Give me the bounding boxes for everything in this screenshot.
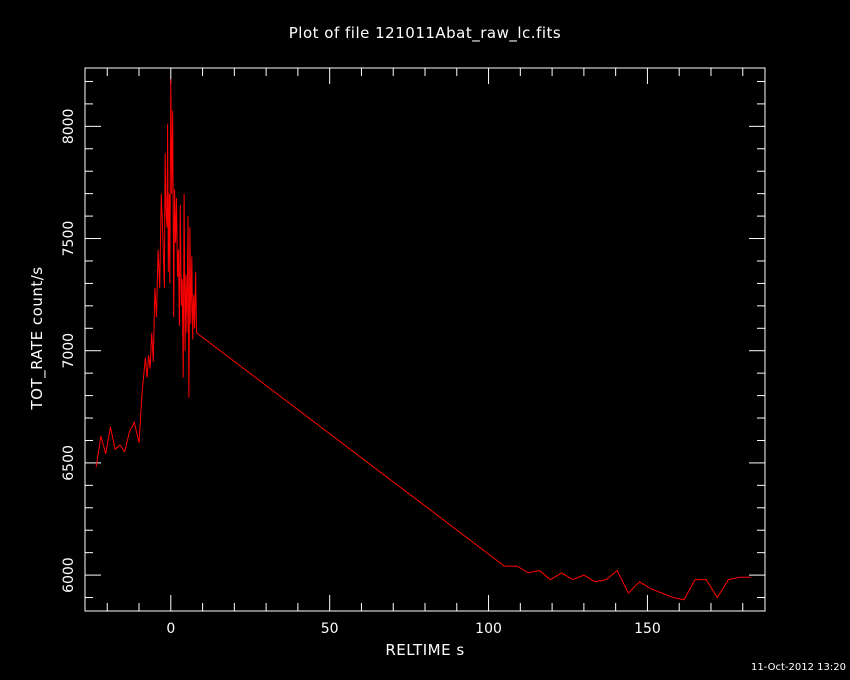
y-tick-label: 8000	[61, 109, 77, 145]
x-tick-label: 0	[166, 621, 175, 637]
y-tick-label: 7000	[61, 333, 77, 369]
x-tick-label: 150	[634, 621, 661, 637]
x-tick-label: 100	[475, 621, 502, 637]
y-tick-label: 6500	[61, 445, 77, 481]
series-line	[95, 79, 751, 601]
axis-ticks	[85, 68, 765, 611]
timestamp: 11-Oct-2012 13:20	[751, 662, 846, 673]
y-tick-labels: 6000 6500 7000 7500 8000	[61, 109, 77, 593]
x-tick-labels: 0 50 100 150	[166, 621, 660, 637]
y-tick-label: 6000	[61, 557, 77, 593]
y-axis-label: TOT_RATE count/s	[28, 266, 47, 410]
x-axis-label: RELTIME s	[385, 641, 464, 659]
plot-frame	[84, 67, 766, 612]
y-tick-label: 7500	[61, 221, 77, 257]
chart-title: Plot of file 121011Abat_raw_lc.fits	[289, 24, 561, 43]
x-tick-label: 50	[321, 621, 339, 637]
